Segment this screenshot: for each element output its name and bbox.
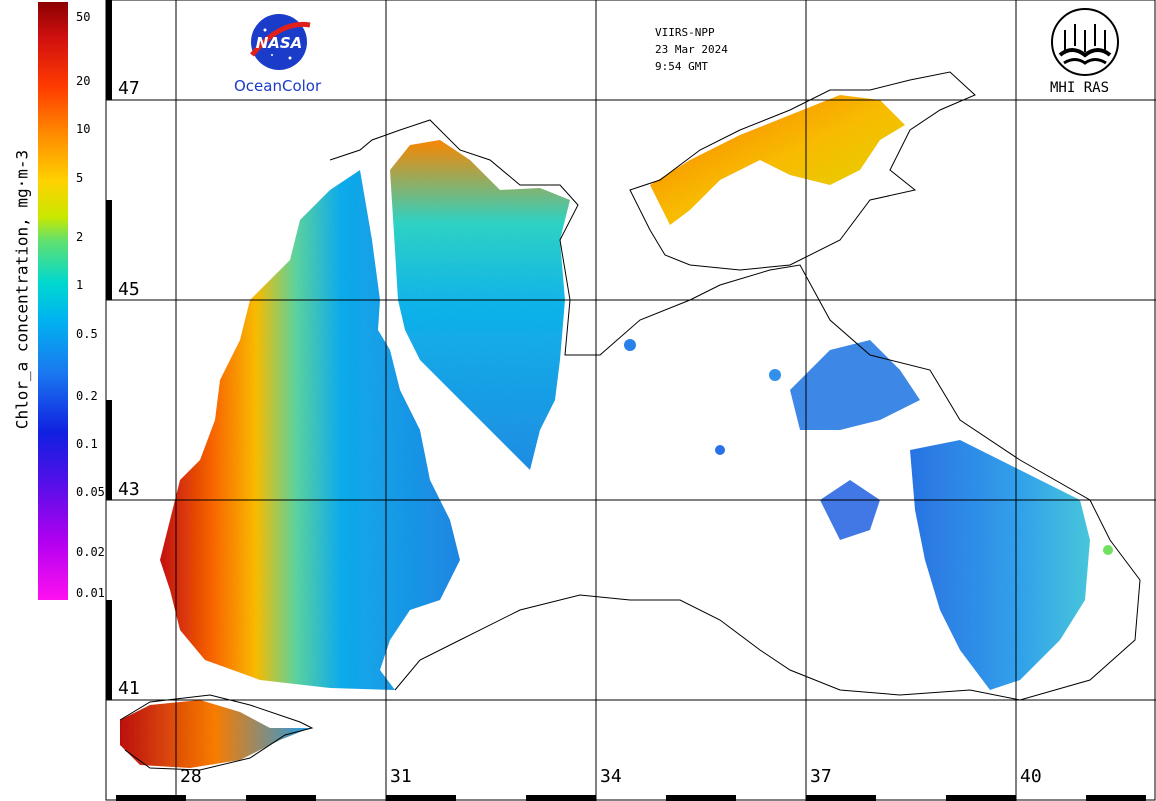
lat-label-41: 41 [118,678,140,699]
nasa-logo: NASA [250,14,311,70]
nasa-wordmark: NASA [256,34,303,52]
lon-label-37: 37 [810,766,832,787]
eastern-basin-field [910,440,1090,690]
northwest-shelf-field [390,140,570,470]
graticule [106,0,1156,801]
lat-label-47: 47 [118,78,140,99]
mhi-logo [1051,8,1119,76]
colorbar-tick: 1 [76,278,84,292]
sensor-label: VIIRS-NPP [655,26,715,39]
lat-label-43: 43 [118,479,140,500]
colorbar-tick: 0.05 [76,485,105,499]
azov-sea-field [650,95,905,225]
colorbar-tick: 20 [76,74,91,88]
colorbar-tick: 50 [76,10,91,24]
colorbar-tick: 0.1 [76,437,98,451]
left-scale-bar [106,0,112,700]
central-patch-field [790,340,920,430]
mhi-caption: MHI RAS [1050,80,1110,96]
coastline [329,119,1141,701]
lon-label-34: 34 [600,766,622,787]
colorbar-tick: 0.01 [76,586,105,600]
lon-label-31: 31 [390,766,412,787]
lat-label-45: 45 [118,279,140,300]
nasa-caption: OceanColor [234,77,322,95]
colorbar-tick: 0.02 [76,545,105,559]
bottom-scale-bar [116,795,1146,801]
azov-coastline [629,71,976,271]
lon-label-28: 28 [180,766,202,787]
east-patch-dot [715,445,725,455]
marmara-coastline [119,694,314,771]
colorbar-tick: 0.2 [76,389,98,403]
colorbar-tick: 5 [76,171,84,185]
east-patch-dot [1103,545,1113,555]
east-patch-dot [624,339,636,351]
colorbar-tick: 10 [76,122,91,136]
east-patch-dot [769,369,781,381]
colorbar-gradient [38,2,68,600]
date-label: 23 Mar 2024 [655,43,728,56]
colorbar-tick: 0.5 [76,327,98,341]
pass-info: VIIRS-NPP 23 Mar 2024 9:54 GMT [655,24,728,75]
colorbar-tick: 2 [76,230,84,244]
marmara-field [120,700,310,768]
south-central-patch [820,480,880,540]
time-label: 9:54 GMT [655,60,708,73]
western-shelf-field [160,170,460,690]
lon-label-40: 40 [1020,766,1042,787]
